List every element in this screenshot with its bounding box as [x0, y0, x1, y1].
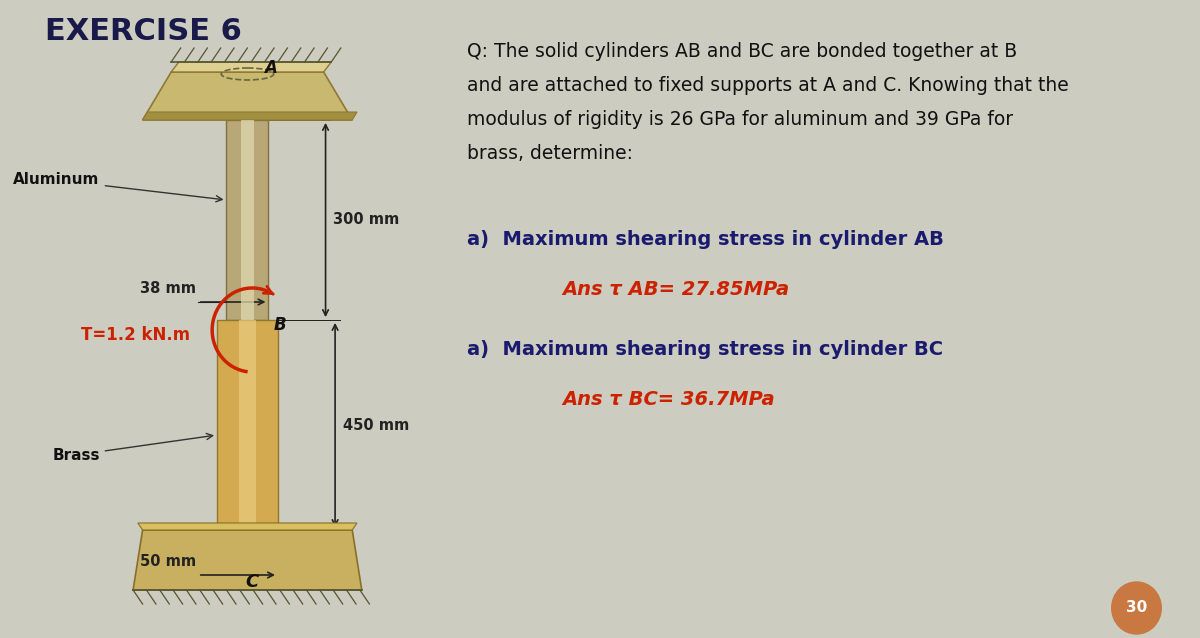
Polygon shape	[239, 320, 256, 530]
Text: brass, determine:: brass, determine:	[467, 144, 632, 163]
Polygon shape	[143, 72, 353, 120]
Text: Ans τ BC= 36.7MPa: Ans τ BC= 36.7MPa	[562, 390, 774, 409]
Text: modulus of rigidity is 26 GPa for aluminum and 39 GPa for: modulus of rigidity is 26 GPa for alumin…	[467, 110, 1013, 129]
Polygon shape	[241, 120, 254, 320]
Polygon shape	[143, 112, 358, 120]
Text: T=1.2 kN.m: T=1.2 kN.m	[80, 326, 190, 344]
Text: Aluminum: Aluminum	[13, 172, 222, 202]
Text: 50 mm: 50 mm	[140, 554, 196, 569]
Text: a)  Maximum shearing stress in cylinder BC: a) Maximum shearing stress in cylinder B…	[467, 340, 943, 359]
Text: 38 mm: 38 mm	[140, 281, 196, 296]
Text: 300 mm: 300 mm	[334, 212, 400, 228]
Polygon shape	[227, 120, 269, 320]
Text: and are attached to fixed supports at A and C. Knowing that the: and are attached to fixed supports at A …	[467, 76, 1068, 95]
Text: EXERCISE 6: EXERCISE 6	[46, 17, 242, 47]
Text: Ans τ AB= 27.85MPa: Ans τ AB= 27.85MPa	[562, 280, 790, 299]
Text: Q: The solid cylinders AB and BC are bonded together at B: Q: The solid cylinders AB and BC are bon…	[467, 42, 1016, 61]
Text: C: C	[246, 573, 259, 591]
Circle shape	[1111, 582, 1162, 634]
Polygon shape	[138, 523, 358, 530]
Polygon shape	[133, 530, 361, 590]
Text: B: B	[274, 316, 287, 334]
Polygon shape	[172, 62, 331, 72]
Text: Brass: Brass	[53, 433, 212, 463]
Text: 30: 30	[1126, 600, 1147, 616]
Text: 450 mm: 450 mm	[343, 417, 409, 433]
Text: a)  Maximum shearing stress in cylinder AB: a) Maximum shearing stress in cylinder A…	[467, 230, 943, 249]
Text: A: A	[264, 59, 277, 77]
Polygon shape	[217, 320, 278, 530]
